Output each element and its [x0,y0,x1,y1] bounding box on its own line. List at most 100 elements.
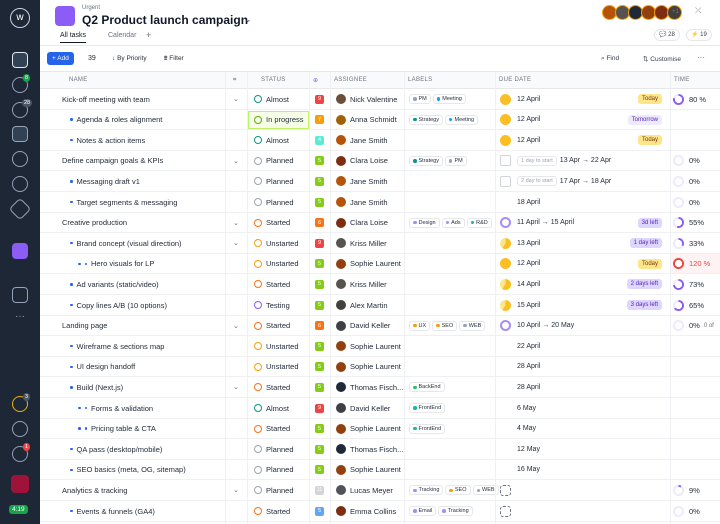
time[interactable]: 65% [689,300,705,310]
label-chip[interactable]: UX [409,320,431,331]
due-date[interactable]: 11 April → 15 April [517,219,575,227]
group-button[interactable]: ↓ By Priority [112,55,147,62]
label-chip[interactable]: Strategy [409,114,443,125]
label-chip[interactable]: WEB [459,320,486,331]
status[interactable]: In progress [266,115,304,125]
assignee[interactable]: Sophie Laurent [350,362,401,372]
label-chip[interactable]: Design [409,217,440,228]
due-date[interactable]: 17 Apr → 18 Apr [559,177,612,185]
expand-toggle[interactable]: ⌄ [233,384,239,392]
time[interactable]: 0% [689,321,700,331]
task-name[interactable]: Ad variants (static/video) [76,279,159,289]
task-name[interactable]: Build (Next.js) [76,382,124,392]
label-chip[interactable]: FrontEnd [409,423,446,434]
label-chip[interactable]: Meeting [444,114,479,125]
column-header[interactable]: DUE DATE [499,77,532,83]
task-row[interactable]: Ad variants (static/video) Started 5 Kriss … [40,274,720,295]
task-name[interactable]: UI design handoff [76,362,136,372]
more-members[interactable]: +1 [672,9,679,15]
customise-button[interactable]: ⇅ Customise [643,56,681,63]
task-row[interactable]: SEO basics (meta, OG, sitemap) Planned 5 So… [40,460,720,481]
profile-avatar[interactable] [11,475,29,493]
task-name[interactable]: Messaging draft v1 [76,176,140,186]
status[interactable]: Almost [266,94,289,104]
assignee[interactable]: Thomas Fisch... [350,444,404,454]
status[interactable]: Started [266,321,291,331]
task-name[interactable]: QA pass (desktop/mobile) [76,444,163,454]
assignee[interactable]: David Keller [350,403,391,413]
status[interactable]: Planned [266,176,294,186]
task-name[interactable]: Target segments & messaging [76,197,178,207]
priority[interactable]: 9 [315,403,324,413]
task-name[interactable]: Forms & validation [91,403,154,413]
priority[interactable]: 5 [315,176,324,186]
status[interactable]: Unstarted [266,238,299,248]
star-icon[interactable] [8,197,32,221]
task-row[interactable]: Events & funnels (GA4) Started 5 Emma Colli… [40,501,720,522]
expand-toggle[interactable]: ⌄ [233,240,239,248]
label-chip[interactable]: Tracking [409,485,444,496]
notif-icon[interactable] [12,102,28,118]
priority[interactable]: 6 [315,218,324,228]
timer-icon[interactable] [12,396,28,412]
assignee[interactable]: Clara Loise [350,156,388,166]
assignee[interactable]: Jane Smith [350,176,388,186]
priority[interactable]: 4 [315,135,324,145]
priority[interactable]: 6 [315,321,324,331]
priority[interactable]: 5 [315,259,324,269]
status[interactable]: Started [266,382,291,392]
task-name[interactable]: Hero visuals for LP [91,259,155,269]
task-name[interactable]: Wireframe & sections map [76,341,165,351]
time[interactable]: 9% [689,485,700,495]
priority[interactable]: 5 [315,300,324,310]
time[interactable]: 0% [689,506,700,516]
label-chip[interactable]: Meeting [432,94,466,104]
priority[interactable]: 7 [315,115,324,125]
label-chip[interactable]: WEB [472,485,499,496]
status[interactable]: Planned [266,156,294,166]
time[interactable]: 0% [689,176,700,186]
task-row[interactable]: Notes & action items Almost 4 Jane Smith 12 … [40,130,720,151]
priority[interactable]: 5 [315,341,324,351]
due-date[interactable]: 12 May [517,445,540,453]
task-row[interactable]: QA pass (desktop/mobile) Planned 5 Thomas F… [40,439,720,460]
due-date[interactable]: 14 April [517,280,541,288]
task-row[interactable]: Kick-off meeting with team ⌄ Almost 9 Nick V… [40,89,720,110]
column-header[interactable]: NAME [69,77,88,83]
due-date[interactable]: 13 April [517,239,541,247]
more-button[interactable]: ··· [697,53,705,62]
help-icon[interactable] [12,446,28,462]
status[interactable]: Planned [266,444,294,454]
assignee[interactable]: Jane Smith [350,135,388,145]
sub-header[interactable]: ⌗ [233,76,237,83]
assignee[interactable]: Kriss Miller [350,279,387,289]
tasks-icon[interactable] [12,77,28,93]
status[interactable]: Unstarted [266,259,299,269]
find-button[interactable]: ⌕ Find [601,55,620,62]
priority[interactable]: 5 [315,156,324,166]
task-row[interactable]: Forms & validation Almost 9 David Keller Fro… [40,398,720,419]
label-chip[interactable]: SEO [432,320,458,331]
label-chip[interactable]: Tracking [438,506,473,516]
label-chip[interactable]: Ads [441,217,465,228]
assignee[interactable]: Alex Martin [350,300,388,310]
expand-toggle[interactable]: ⌄ [233,487,239,495]
time[interactable]: 33% [689,238,705,248]
task-name[interactable]: Landing page [62,321,108,331]
time[interactable]: 55% [689,218,705,228]
table-icon[interactable] [12,287,28,303]
due-date[interactable]: 12 April [517,136,541,144]
task-name[interactable]: Agenda & roles alignment [76,115,163,125]
expand-toggle[interactable]: ⌄ [233,322,239,330]
assignee[interactable]: Jane Smith [350,197,388,207]
task-name[interactable]: Define campaign goals & KPIs [62,156,164,166]
tab[interactable]: Calendar [108,32,137,39]
column-header[interactable]: TIME [674,77,690,83]
task-row[interactable]: Landing page ⌄ Started 6 David Keller UX SEO WE… [40,316,720,337]
column-header[interactable]: ASSIGNEE [334,77,368,83]
status[interactable]: Started [266,279,291,289]
task-row[interactable]: Messaging draft v1 Planned 5 Jane Smith 2 da… [40,171,720,192]
assignee[interactable]: Sophie Laurent [350,259,401,269]
label-chip[interactable]: Email [409,506,437,516]
label-chip[interactable]: SEO [445,485,471,496]
